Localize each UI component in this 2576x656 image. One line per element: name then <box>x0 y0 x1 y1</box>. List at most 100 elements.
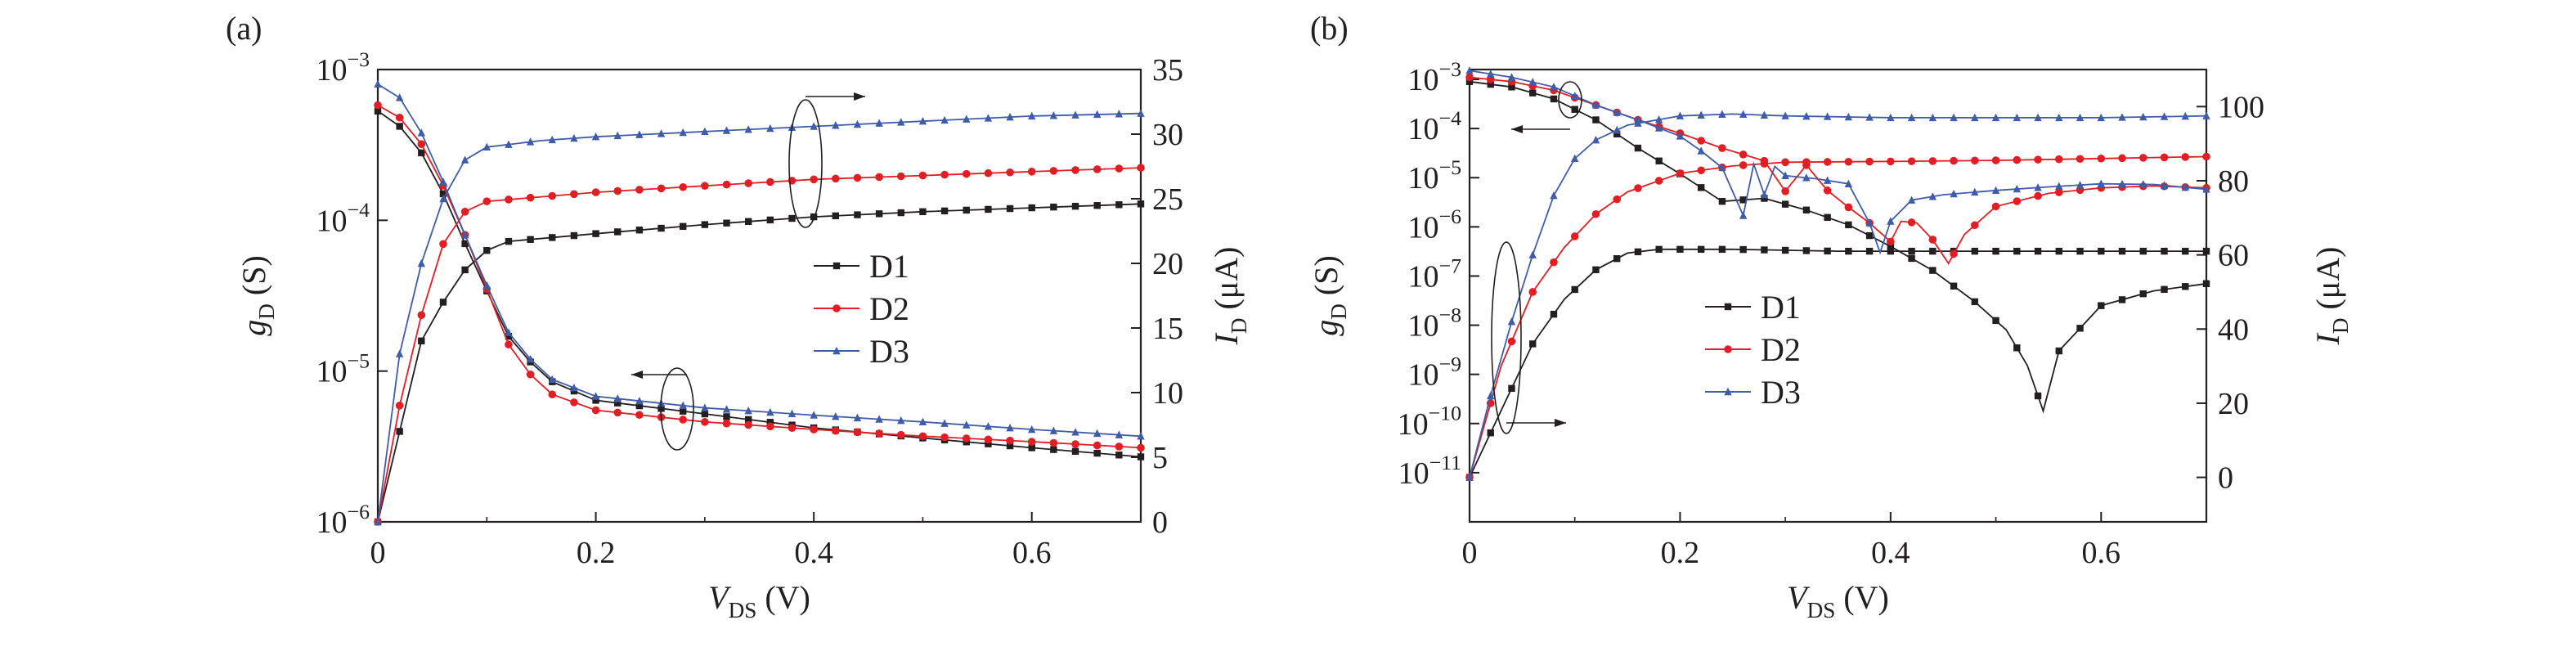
series-d2-ID-marker-34 <box>1115 164 1124 173</box>
series-d3-ID-marker-14 <box>679 128 687 137</box>
series-d3-ID-line <box>377 112 1142 523</box>
y-left-axis-title-symbol: g <box>1308 320 1344 336</box>
series-d2-gD-line <box>1469 76 2207 265</box>
series-d3-gD-marker-25 <box>918 417 927 426</box>
series-d3-ID-marker-11 <box>613 131 622 140</box>
y-right-tick-label: 20 <box>2218 387 2249 421</box>
series-d1-gD-marker-9 <box>1655 157 1663 164</box>
series-d2-ID-marker-34 <box>2181 153 2190 161</box>
series-d2-ID-marker-20 <box>1887 157 1895 166</box>
series-d3-ID-marker-30 <box>2097 113 2105 122</box>
series-d3-gD-marker-2 <box>1507 73 1516 81</box>
series-d2-ID-marker-17 <box>744 179 752 187</box>
x-axis-title-symbol: V <box>1787 579 1811 616</box>
y-left-tick-label-exp: −7 <box>1439 254 1462 277</box>
series-d2-ID-marker-27 <box>2034 155 2042 164</box>
series-d3-ID-marker-26 <box>940 115 949 124</box>
x-axis-title: VDS (V) <box>1787 579 1889 622</box>
series-d3-ID-marker-3 <box>439 194 447 203</box>
y-left-tick-label-exp: −6 <box>1439 204 1462 228</box>
series-d2-gD-marker-12 <box>1718 144 1726 152</box>
series-d3-ID-marker-14 <box>1760 110 1769 119</box>
series-d1-gD-marker-30 <box>2098 302 2105 309</box>
series-d3-ID-marker-10 <box>591 132 600 141</box>
series-d1-gD-marker-10 <box>592 397 599 404</box>
series-d3-gD-marker-17 <box>744 407 752 415</box>
series-d2-ID-marker-2 <box>417 311 426 320</box>
x-axis-title: VDS (V) <box>708 579 810 622</box>
series-d1-ID-marker-34 <box>1115 201 1123 209</box>
series-d3-ID-marker-2 <box>417 258 426 267</box>
series-d2-ID-marker-32 <box>2138 154 2147 162</box>
series-d3-gD-marker-26 <box>940 419 949 427</box>
series-d3-gD-marker-16 <box>1802 173 1811 182</box>
series-d3-ID-marker-23 <box>875 119 883 127</box>
series-d1-ID-marker-24 <box>897 209 904 217</box>
series-d3-ID-marker-3 <box>1528 250 1537 258</box>
series-d2-ID-marker-9 <box>1654 177 1663 185</box>
series-d1-ID-marker-32 <box>1071 202 1079 210</box>
series-d2-ID-marker-14 <box>679 182 687 191</box>
series-d3-gD-marker-1 <box>1487 70 1495 78</box>
series-d3-ID-marker-33 <box>2160 112 2169 120</box>
series-d3-gD-marker-7 <box>1613 108 1621 116</box>
series-d3-ID-marker-9 <box>570 133 578 142</box>
series-d3-gD-marker-19 <box>1865 218 1874 227</box>
y-left-tick-label-exp: −11 <box>1429 451 1461 474</box>
series-d1-ID-marker-33 <box>1093 202 1101 209</box>
y-left-tick-label-base: 10 <box>316 355 348 389</box>
series-d1-ID-marker-35 <box>2202 247 2210 255</box>
series-d2-gD-marker-1 <box>1486 75 1495 83</box>
series-d1-gD-marker-4 <box>1550 95 1558 103</box>
series-d1-ID-marker-17 <box>1824 247 1831 255</box>
series-d3-ID-marker-17 <box>1823 112 1832 120</box>
series-d1-gD-marker-14 <box>1761 195 1768 202</box>
series-d1-gD-marker-3 <box>439 190 447 198</box>
series-d3-gD-marker-29 <box>2076 181 2085 189</box>
series-d3-ID-marker-0 <box>374 517 382 526</box>
series-d3-gD-marker-31 <box>1049 426 1058 434</box>
y-left-tick-label-base: 10 <box>1408 358 1439 393</box>
series-d3-ID-marker-27 <box>2034 113 2042 122</box>
series-d3-gD-marker-33 <box>1093 429 1102 438</box>
legend-marker-d3 <box>1724 387 1732 396</box>
y-left-axis-title: gD (S) <box>236 255 279 336</box>
series-d1-ID-marker-26 <box>940 207 949 215</box>
series-d1-ID-marker-4 <box>461 266 469 274</box>
series-d1-ID-marker-29 <box>2076 247 2084 255</box>
series-d1-ID-marker-27 <box>2034 247 2042 255</box>
series-d3-gD-marker-28 <box>984 422 993 430</box>
y-left-tick-label: 10−8 <box>1408 303 1461 343</box>
series-d1-gD-marker-15 <box>1781 200 1789 208</box>
series-d2-gD-marker-11 <box>613 408 622 417</box>
series-d2-ID-marker-15 <box>701 182 709 190</box>
y-left-tick-label-exp: −6 <box>348 500 370 523</box>
series-d2-gD-marker-20 <box>810 425 818 434</box>
y-right-tick-label: 80 <box>2218 164 2249 199</box>
series-d3-ID-marker-25 <box>1991 113 2000 122</box>
series-d3-ID-marker-33 <box>1093 110 1102 119</box>
series-d3-ID-marker-1 <box>395 349 404 357</box>
series-d2-gD-line <box>377 104 1142 449</box>
series-d1-gD-marker-21 <box>1908 254 1915 263</box>
series-d1-gD-marker-11 <box>1697 184 1705 191</box>
series-d3-gD-marker-18 <box>766 407 774 416</box>
series-d1-ID-marker-35 <box>1137 200 1145 208</box>
series-d2-ID-marker-3 <box>439 240 447 249</box>
series-d2-ID-marker-11 <box>613 186 622 195</box>
y-left-tick-label: 10−3 <box>316 47 370 88</box>
series-d3-ID-marker-25 <box>918 117 927 125</box>
series-d1-gD-marker-17 <box>744 416 752 424</box>
legend-label-d2: D2 <box>1761 331 1801 368</box>
series-d1-gD-marker-35 <box>2202 280 2210 287</box>
series-d1-gD-line <box>377 110 1142 458</box>
series-d2-ID-marker-19 <box>1865 157 1874 166</box>
series-d1-ID-marker-1 <box>396 428 403 435</box>
series-d1-ID-line <box>1469 248 2206 478</box>
series-d3-ID-marker-12 <box>635 130 644 138</box>
series-d2-ID-marker-9 <box>570 190 578 199</box>
y-right-axis-title-subscript: D <box>2328 318 2353 335</box>
x-tick-label: 0 <box>370 536 386 570</box>
series-d1-ID-marker-28 <box>2055 247 2062 255</box>
series-d3-gD-marker-4 <box>460 230 469 239</box>
